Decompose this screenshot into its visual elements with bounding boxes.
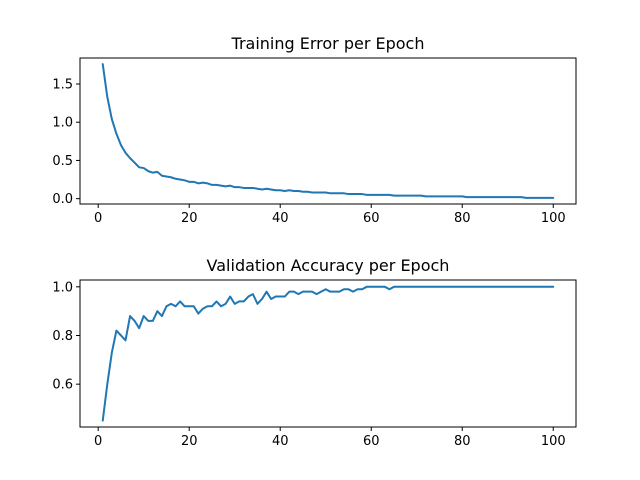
x-tick-label: 40 xyxy=(272,211,289,226)
x-tick-label: 80 xyxy=(454,211,471,226)
chart-validation-accuracy: Validation Accuracy per Epoch 0 20 40 60 80 1… xyxy=(52,256,577,449)
series-line xyxy=(101,285,555,422)
y-tick-label: 1.0 xyxy=(52,116,73,131)
x-tick-label: 60 xyxy=(363,211,380,226)
y-tick-label: 0.8 xyxy=(52,329,73,344)
x-tick-label: 20 xyxy=(181,434,198,449)
y-tick-label: 1.5 xyxy=(52,77,73,92)
y-tick-label: 0.0 xyxy=(52,192,73,207)
x-tick-label: 80 xyxy=(454,434,471,449)
tick-group: 0 20 40 60 80 100 0.6 0.8 1.0 xyxy=(52,280,565,449)
chart-title: Validation Accuracy per Epoch xyxy=(207,256,450,275)
axes-frame xyxy=(79,279,577,428)
x-tick-label: 100 xyxy=(541,434,566,449)
y-tick-label: 0.5 xyxy=(52,154,73,169)
x-tick-label: 0 xyxy=(94,434,102,449)
tick-group: 0 20 40 60 80 100 0.0 0.5 1.0 1.5 xyxy=(52,77,565,226)
x-tick-label: 60 xyxy=(363,434,380,449)
x-tick-label: 20 xyxy=(181,211,198,226)
y-tick-label: 0.6 xyxy=(52,378,73,393)
axes-frame xyxy=(79,57,577,205)
chart-training-error: Training Error per Epoch 0 20 40 60 80 100 0.0… xyxy=(52,34,577,226)
chart-title: Training Error per Epoch xyxy=(231,34,425,53)
y-tick-label: 1.0 xyxy=(52,280,73,295)
series-line xyxy=(101,63,555,199)
x-tick-label: 100 xyxy=(541,211,566,226)
x-tick-label: 0 xyxy=(94,211,102,226)
x-tick-label: 40 xyxy=(272,434,289,449)
